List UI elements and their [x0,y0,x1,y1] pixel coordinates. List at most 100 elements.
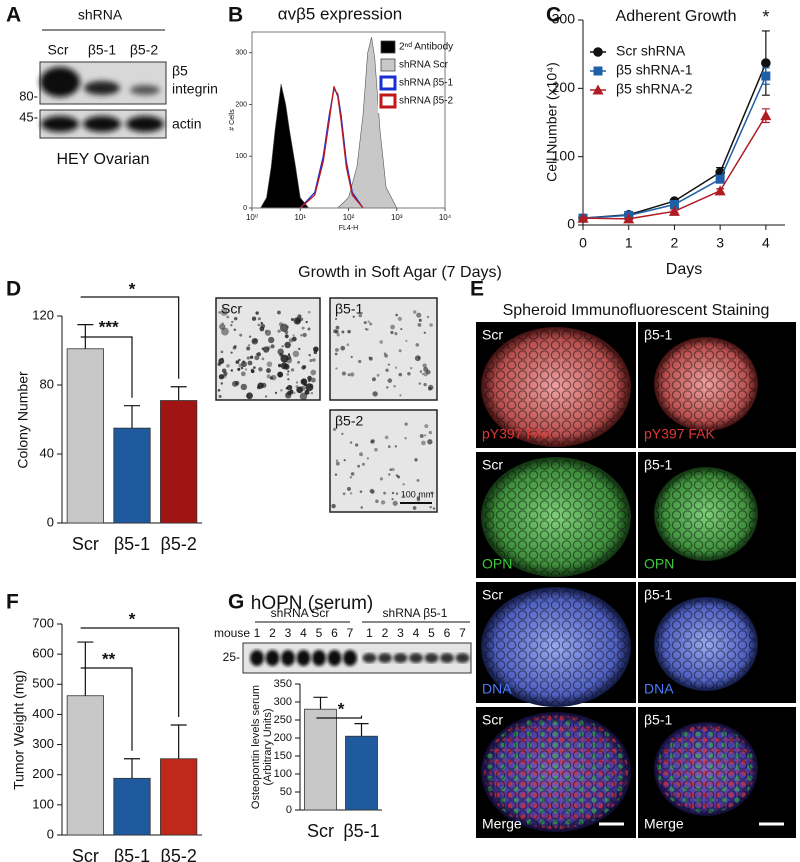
colony [383,491,387,495]
chart-title: αvβ5 expression [278,4,403,23]
colony [343,459,346,462]
colony [417,323,422,327]
colony [240,383,248,391]
colony [262,346,270,353]
colony [221,357,224,361]
colony [429,505,432,509]
spheroid-cells [483,589,629,705]
colony [366,457,370,460]
colony [239,333,243,337]
colony [237,367,241,371]
colony [367,320,370,323]
marker [623,213,635,224]
colony [230,323,233,327]
caption: HEY Ovarian [56,151,149,168]
colony [255,352,259,356]
colony [336,333,340,337]
size-marker: 25- [223,650,240,664]
colony [387,445,391,448]
colony [269,376,274,380]
colony [388,473,391,476]
y-tick-label: 250 [274,714,292,726]
colony [372,391,378,397]
significance: * [129,609,136,628]
image-label: β5-1 [644,712,673,728]
colony [391,491,395,495]
lane-label: 4 [300,626,307,640]
colony [335,367,338,370]
colony [287,353,291,356]
colony [370,489,375,494]
marker [760,110,772,121]
colony [416,312,422,318]
colony [385,368,389,372]
x-tick-label: 4 [762,235,770,251]
colony [277,310,281,315]
colony [270,344,275,349]
colony [387,363,391,366]
colony [416,496,421,500]
colony [421,372,424,376]
colony [380,500,386,505]
colony [397,316,402,322]
bar [66,348,104,524]
colony [363,321,367,325]
colony [250,369,255,374]
image-label: β5-1 [644,327,673,343]
band [362,653,377,663]
band [281,650,295,666]
colony [424,424,429,429]
colony [395,313,398,317]
colony [387,378,393,383]
stain-label: Merge [482,816,522,832]
colony [266,368,271,374]
colony [246,356,250,360]
colony [218,374,225,380]
colony [428,430,433,435]
x-tick-label: 10² [343,213,355,222]
bar [113,777,151,836]
colony [335,347,339,352]
significance: * [129,279,136,298]
band [41,116,79,132]
colony [287,378,290,381]
colony [341,330,345,334]
band [312,650,326,666]
colony [220,308,228,316]
colony [370,439,376,444]
y-tick-label: 120 [32,307,54,322]
colony [349,475,353,479]
colony [400,327,403,331]
colony [413,310,417,314]
y-tick-label: 0 [47,826,54,841]
colony [427,439,433,445]
colony [259,326,265,332]
bar [304,708,337,811]
band [409,653,423,663]
colony [295,381,299,384]
colony [419,434,424,438]
x-tick-label: β5-1 [114,534,150,554]
colony [286,373,290,376]
image-label: β5-1 [335,301,364,317]
spheroid-cells [483,329,629,445]
colony [279,323,289,332]
colony [430,491,434,495]
colony [423,383,427,387]
band [440,653,454,663]
colony [291,336,297,342]
y-tick-label: 200 [235,101,247,108]
lane-label: 1 [366,626,373,640]
image-label: Scr [221,301,242,317]
lane-label: 5 [428,626,435,640]
colony [281,345,284,348]
legend-label: shRNA Scr [399,60,449,71]
panel-letter: C [546,4,561,27]
band [126,116,164,132]
band [83,116,121,132]
colony [233,316,238,321]
colony [261,357,265,361]
colony [230,351,233,354]
lane-label: 3 [285,626,292,640]
colony [266,361,273,367]
